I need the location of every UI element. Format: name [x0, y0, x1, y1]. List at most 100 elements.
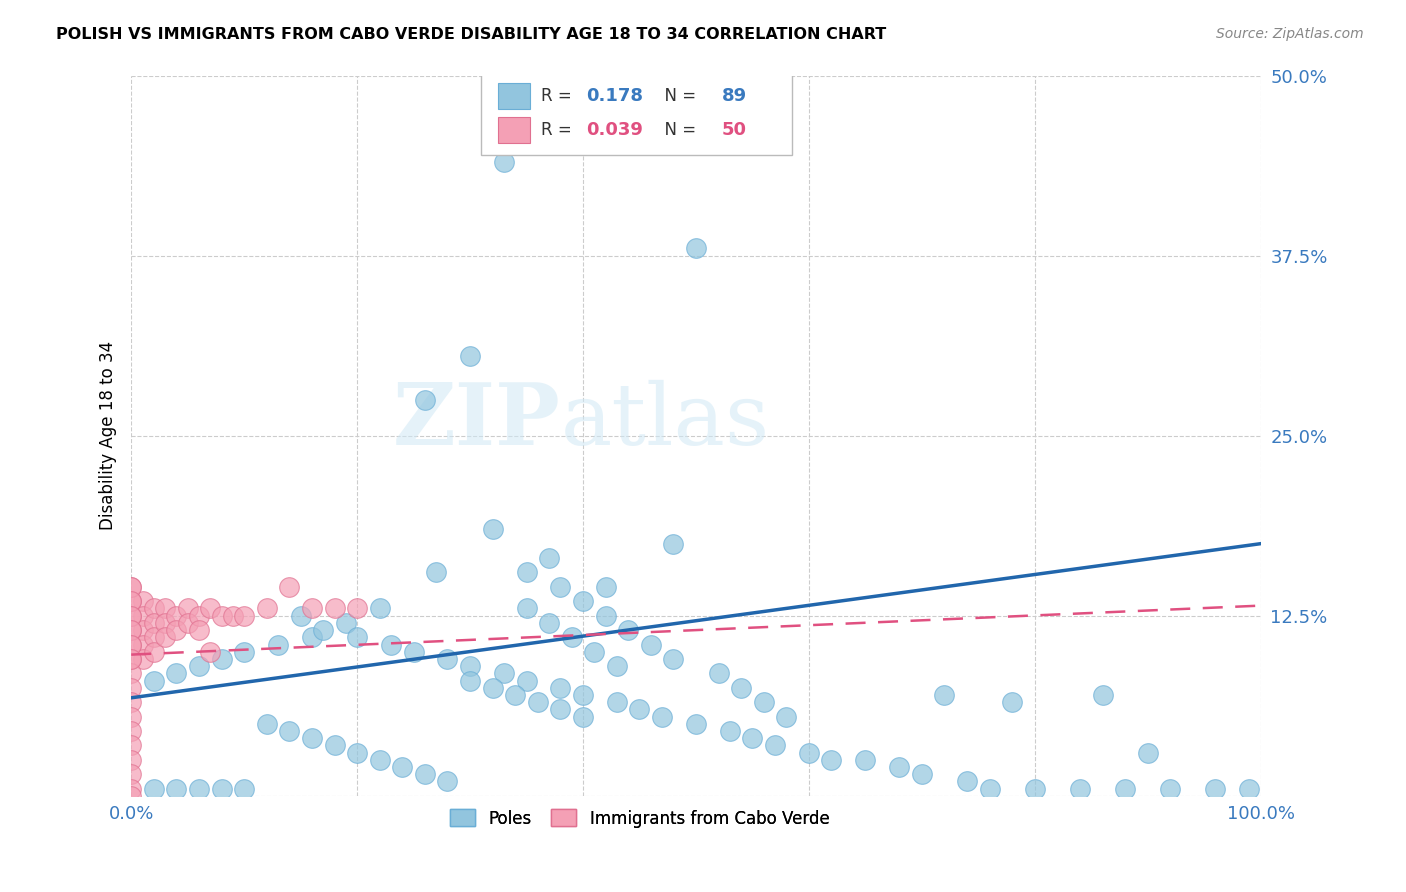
Point	[368, 753, 391, 767]
Point	[177, 615, 200, 630]
Point	[481, 681, 503, 695]
Point	[120, 580, 142, 594]
Point	[651, 709, 673, 723]
Point	[233, 781, 256, 796]
Point	[120, 594, 142, 608]
Point	[120, 753, 142, 767]
Point	[153, 601, 176, 615]
Point	[346, 601, 368, 615]
Point	[233, 645, 256, 659]
Point	[165, 666, 187, 681]
Legend: Poles, Immigrants from Cabo Verde: Poles, Immigrants from Cabo Verde	[443, 803, 837, 834]
Point	[301, 731, 323, 746]
Point	[685, 241, 707, 255]
Point	[153, 630, 176, 644]
Point	[853, 753, 876, 767]
Point	[707, 666, 730, 681]
Point	[911, 767, 934, 781]
Point	[177, 601, 200, 615]
Point	[979, 781, 1001, 796]
Point	[346, 630, 368, 644]
Point	[595, 580, 617, 594]
Text: N =: N =	[654, 87, 702, 105]
Point	[120, 767, 142, 781]
Point	[956, 774, 979, 789]
Point	[131, 594, 153, 608]
Point	[741, 731, 763, 746]
Point	[142, 645, 165, 659]
Point	[730, 681, 752, 695]
Point	[1204, 781, 1226, 796]
Point	[211, 608, 233, 623]
Point	[797, 746, 820, 760]
Text: Source: ZipAtlas.com: Source: ZipAtlas.com	[1216, 27, 1364, 41]
Point	[617, 623, 640, 637]
Point	[606, 695, 628, 709]
Point	[640, 638, 662, 652]
Point	[222, 608, 245, 623]
Point	[583, 645, 606, 659]
Text: POLISH VS IMMIGRANTS FROM CABO VERDE DISABILITY AGE 18 TO 34 CORRELATION CHART: POLISH VS IMMIGRANTS FROM CABO VERDE DIS…	[56, 27, 887, 42]
Point	[1001, 695, 1024, 709]
Point	[550, 681, 572, 695]
FancyBboxPatch shape	[498, 84, 530, 110]
Point	[120, 608, 142, 623]
Text: R =: R =	[541, 120, 578, 138]
Text: R =: R =	[541, 87, 578, 105]
Point	[120, 623, 142, 637]
Point	[120, 623, 142, 637]
Point	[188, 781, 211, 796]
Point	[492, 666, 515, 681]
Point	[503, 688, 526, 702]
Text: atlas: atlas	[561, 380, 769, 463]
Point	[763, 739, 786, 753]
Point	[335, 615, 357, 630]
Point	[188, 608, 211, 623]
Point	[458, 350, 481, 364]
Point	[662, 652, 685, 666]
Point	[131, 608, 153, 623]
Point	[301, 601, 323, 615]
Point	[538, 615, 561, 630]
Point	[550, 580, 572, 594]
Point	[934, 688, 956, 702]
Point	[413, 392, 436, 407]
Point	[211, 781, 233, 796]
Text: 50: 50	[721, 120, 747, 138]
Point	[380, 638, 402, 652]
Point	[402, 645, 425, 659]
Point	[572, 709, 595, 723]
FancyBboxPatch shape	[481, 72, 792, 154]
Point	[346, 746, 368, 760]
Point	[436, 652, 458, 666]
Point	[312, 623, 335, 637]
Point	[200, 601, 222, 615]
Point	[752, 695, 775, 709]
Point	[165, 623, 187, 637]
Point	[1069, 781, 1091, 796]
Point	[233, 608, 256, 623]
Point	[142, 781, 165, 796]
Text: 0.039: 0.039	[586, 120, 644, 138]
Point	[515, 673, 537, 688]
Point	[142, 601, 165, 615]
Point	[1159, 781, 1181, 796]
Text: 0.178: 0.178	[586, 87, 644, 105]
Point	[120, 781, 142, 796]
Point	[120, 789, 142, 803]
Point	[120, 681, 142, 695]
Point	[368, 601, 391, 615]
Point	[820, 753, 842, 767]
Point	[278, 723, 301, 738]
Text: ZIP: ZIP	[392, 379, 561, 463]
Point	[572, 594, 595, 608]
Point	[323, 739, 346, 753]
Point	[153, 615, 176, 630]
Point	[142, 673, 165, 688]
Y-axis label: Disability Age 18 to 34: Disability Age 18 to 34	[100, 341, 117, 530]
Point	[718, 723, 741, 738]
Point	[595, 608, 617, 623]
Point	[515, 601, 537, 615]
Point	[120, 723, 142, 738]
Point	[1136, 746, 1159, 760]
